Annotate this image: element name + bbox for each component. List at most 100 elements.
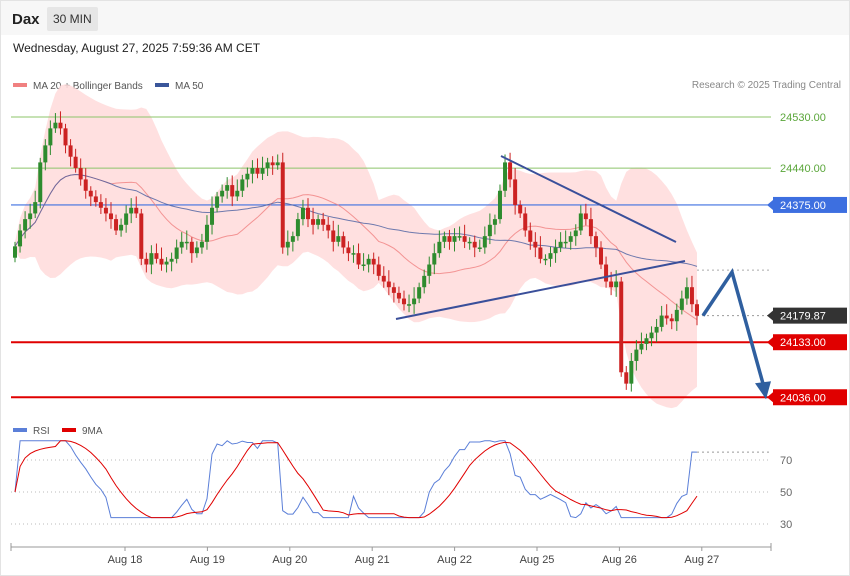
candle-body xyxy=(275,162,280,166)
candle-body xyxy=(139,213,144,259)
candle-body xyxy=(543,258,548,261)
candle-body xyxy=(144,258,149,265)
candle-body xyxy=(503,162,508,191)
candle-body xyxy=(250,168,255,174)
candle-body xyxy=(593,236,598,248)
candle-body xyxy=(270,162,275,166)
candle-body xyxy=(634,349,639,361)
candle-body xyxy=(432,253,437,265)
candle-body xyxy=(528,230,533,242)
candle-body xyxy=(684,287,689,299)
candle-body xyxy=(245,173,250,180)
rsi-tick-30: 30 xyxy=(780,519,792,531)
candle-body xyxy=(553,247,558,254)
candle-body xyxy=(215,196,220,208)
legend-rsi: RSI xyxy=(13,426,50,437)
candle-body xyxy=(73,156,78,169)
candle-body xyxy=(497,190,502,220)
candle-body xyxy=(78,168,83,180)
candle-body xyxy=(609,281,614,288)
candle-body xyxy=(33,202,38,214)
candle-body xyxy=(124,213,129,225)
candle-body xyxy=(184,241,189,244)
candle-body xyxy=(376,264,381,276)
level-pointer-24133.00 xyxy=(767,337,773,348)
candle-body xyxy=(654,326,659,333)
candle-body xyxy=(356,253,361,265)
credit-label: Research © 2025 Trading Central xyxy=(691,80,841,91)
candle-body xyxy=(599,247,604,265)
candle-body xyxy=(644,338,649,344)
candle-body xyxy=(361,264,366,267)
candle-body xyxy=(391,287,396,293)
candle-body xyxy=(563,241,568,244)
candle-body xyxy=(604,264,609,282)
candle-body xyxy=(230,185,235,197)
candle-body xyxy=(169,258,174,262)
candle-body xyxy=(18,230,23,247)
candle-body xyxy=(573,230,578,237)
ma50-label: MA 50 xyxy=(175,81,204,92)
candle-body xyxy=(58,122,63,129)
rsi-line xyxy=(14,440,698,519)
candle-body xyxy=(462,236,467,242)
candle-body xyxy=(134,207,139,214)
candle-body xyxy=(119,224,124,231)
candle-body xyxy=(679,298,684,310)
candle-body xyxy=(689,287,694,305)
candle-body xyxy=(331,230,336,242)
rsi-tick-70: 70 xyxy=(780,455,792,467)
candle-body xyxy=(568,236,573,242)
level-pointer-24179.87 xyxy=(767,310,773,321)
candle-body xyxy=(407,304,412,306)
candle-body xyxy=(129,207,134,214)
candle-body xyxy=(588,219,593,237)
candle-body xyxy=(114,219,119,231)
candle-body xyxy=(179,241,184,248)
level-box-24036.00 xyxy=(773,389,847,406)
candle-body xyxy=(53,122,58,129)
ma50-line xyxy=(14,173,698,267)
candle-body xyxy=(336,236,341,242)
candle-body xyxy=(154,253,159,259)
projection-arrow-line xyxy=(701,268,766,388)
candle-body xyxy=(13,246,17,258)
candle-body xyxy=(639,343,644,350)
ma9-label: 9MA xyxy=(82,426,103,437)
candle-body xyxy=(472,241,477,248)
interval-button[interactable]: 30 MIN xyxy=(47,7,98,31)
candle-body xyxy=(48,128,53,146)
rsi-tick-50: 50 xyxy=(780,487,792,499)
candle-body xyxy=(412,298,417,305)
candle-body xyxy=(482,236,487,248)
candle-body xyxy=(316,219,321,225)
candle-body xyxy=(674,309,679,322)
candle-body xyxy=(326,224,331,231)
candle-body xyxy=(306,207,311,220)
candle-body xyxy=(467,241,472,244)
candle-body xyxy=(669,318,674,322)
candle-body xyxy=(619,281,624,373)
ma9-swatch xyxy=(62,428,76,433)
candle-body xyxy=(578,213,583,231)
projection-arrowhead xyxy=(755,381,771,400)
candle-body xyxy=(614,281,619,288)
candle-body xyxy=(311,219,316,225)
candle-body xyxy=(43,145,48,163)
candle-body xyxy=(366,258,371,265)
level-label-24179.87: 24179.87 xyxy=(780,311,826,323)
candle-body xyxy=(220,190,225,197)
candle-body xyxy=(341,236,346,248)
legend-ma50: MA 50 xyxy=(155,81,203,92)
candle-body xyxy=(260,168,265,174)
level-box-24375.00 xyxy=(773,196,847,213)
candle-body xyxy=(290,236,295,242)
candle-body xyxy=(93,196,98,203)
candle-body xyxy=(487,224,492,237)
candle-body xyxy=(199,241,204,248)
candle-body xyxy=(538,247,543,259)
candle-body xyxy=(98,202,103,208)
candle-body xyxy=(83,179,88,191)
header-bar: Dax 30 MIN xyxy=(1,1,849,35)
